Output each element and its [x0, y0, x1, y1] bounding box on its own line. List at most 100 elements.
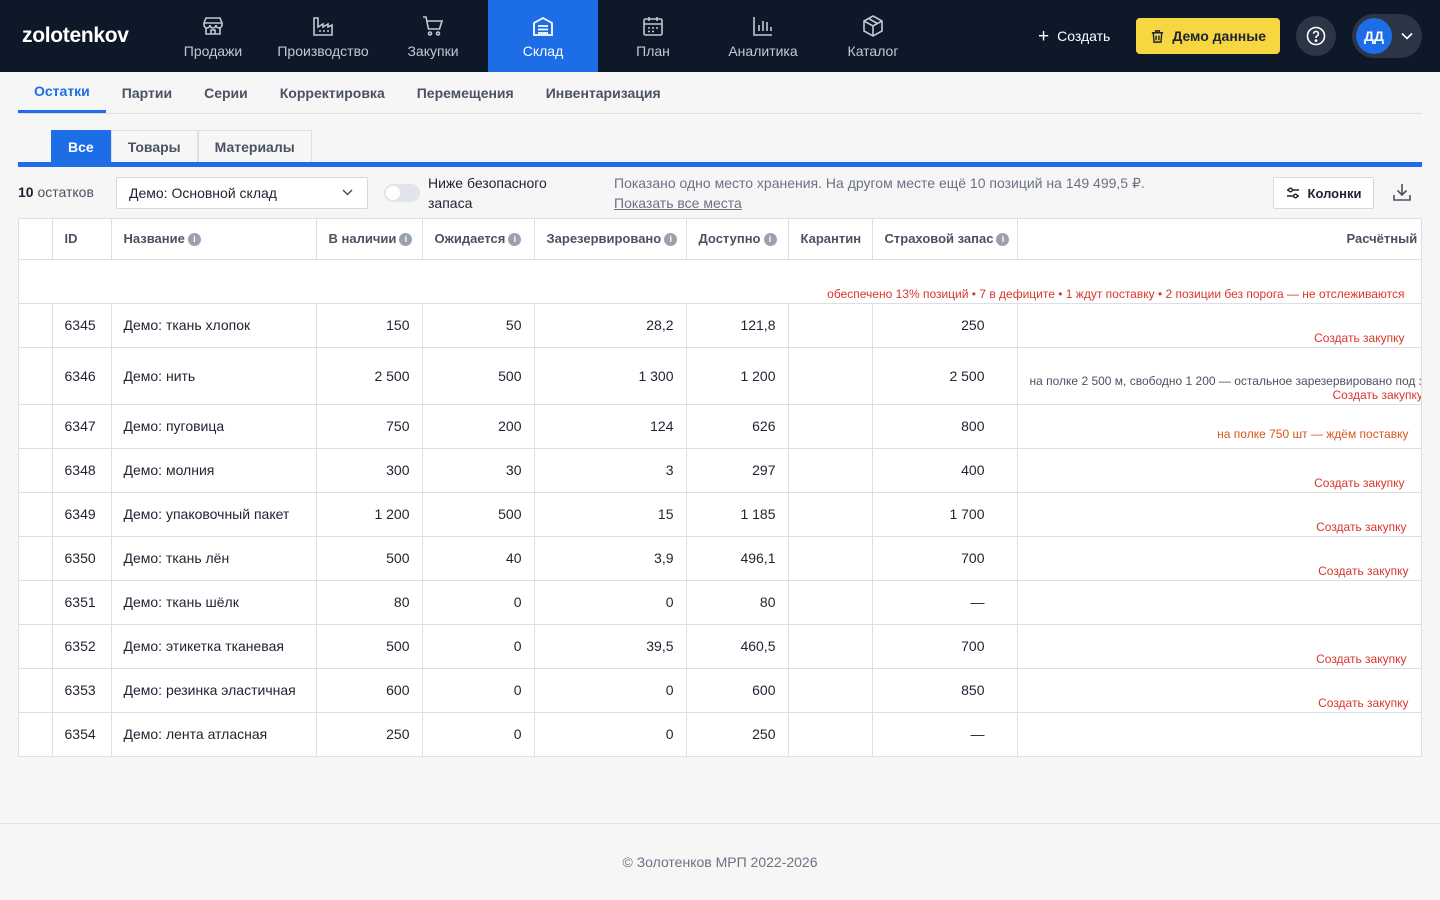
tab-series[interactable]: Серии: [204, 84, 248, 101]
demo-data-button[interactable]: Демо данные: [1136, 18, 1280, 54]
help-button[interactable]: [1296, 16, 1336, 56]
row-select-cell[interactable]: [19, 448, 53, 493]
below-safety-label: Ниже безопасного запаса: [428, 175, 547, 211]
cell-name[interactable]: Демо: упаковочный пакет: [111, 492, 317, 537]
segment-materials[interactable]: Материалы: [197, 130, 312, 162]
warehouse-select[interactable]: Демо: Основной склад: [116, 177, 368, 209]
cell-in-stock: 80: [316, 580, 423, 625]
cell-name[interactable]: Демо: ткань лён: [111, 536, 317, 581]
column-header-label: В наличии: [328, 231, 397, 247]
cell-reserved: 3: [534, 448, 687, 493]
column-header-expected[interactable]: Ожидается i: [422, 219, 535, 260]
table-row[interactable]: 6352 Демо: этикетка тканевая 500 0 39,5 460,5…: [19, 624, 1421, 669]
nav-item-purchases[interactable]: Закупки: [378, 0, 488, 72]
column-header-in-stock[interactable]: В наличии i: [316, 219, 423, 260]
row-select-cell[interactable]: [19, 536, 53, 581]
cell-name[interactable]: Демо: лента атласная: [111, 712, 317, 756]
cell-name[interactable]: Демо: молния: [111, 448, 317, 493]
cell-available: 626: [686, 404, 789, 449]
table-row[interactable]: 6350 Демо: ткань лён 500 40 3,9 496,1 700 Созда…: [19, 536, 1421, 581]
table-row[interactable]: 6349 Демо: упаковочный пакет 1 200 500 15 1 1…: [19, 492, 1421, 537]
nav-item-label: Аналитика: [728, 42, 798, 59]
info-icon[interactable]: i: [996, 233, 1010, 247]
create-purchase-link[interactable]: Создать закупку: [1318, 563, 1409, 578]
plus-icon: +: [1037, 25, 1050, 47]
app-logo[interactable]: zolotenkov: [22, 24, 129, 47]
cell-available: 121,8: [686, 303, 789, 348]
tab-batches[interactable]: Партии: [121, 84, 173, 101]
cell-expected: 0: [422, 668, 535, 713]
below-safety-toggle[interactable]: [384, 184, 420, 202]
row-select-cell[interactable]: [19, 668, 53, 713]
select-column-header[interactable]: [19, 219, 53, 260]
download-icon: [1393, 184, 1411, 201]
columns-button[interactable]: Колонки: [1273, 177, 1374, 209]
download-button[interactable]: [1392, 182, 1412, 207]
column-header-calculated[interactable]: Расчётный срок: [1017, 219, 1422, 260]
cell-name[interactable]: Демо: нить: [111, 347, 317, 405]
tab-transfers[interactable]: Перемещения: [416, 84, 514, 101]
create-purchase-link[interactable]: Создать закупку: [1316, 519, 1407, 534]
user-menu-button[interactable]: ДД: [1352, 14, 1422, 58]
column-header-safety-stock[interactable]: Страховой запас i: [872, 219, 1018, 260]
row-select-cell[interactable]: [19, 580, 53, 625]
row-select-cell[interactable]: [19, 624, 53, 669]
cell-id: 6346: [52, 347, 112, 405]
sliders-icon: [1286, 187, 1299, 199]
table-row[interactable]: 6345 Демо: ткань хлопок 150 50 28,2 121,8 250 С…: [19, 303, 1421, 348]
show-all-locations-link[interactable]: Показать все места: [614, 195, 742, 211]
info-icon[interactable]: i: [187, 233, 201, 247]
cell-name[interactable]: Демо: пуговица: [111, 404, 317, 449]
info-icon[interactable]: i: [399, 233, 413, 247]
row-select-cell[interactable]: [19, 404, 53, 449]
nav-item-sales[interactable]: Продажи: [158, 0, 268, 72]
cell-id: 6354: [52, 712, 112, 756]
table-row[interactable]: 6353 Демо: резинка эластичная 600 0 0 600 850 С…: [19, 668, 1421, 713]
column-header-available[interactable]: Доступно i: [686, 219, 789, 260]
table-row[interactable]: 6351 Демо: ткань шёлк 80 0 0 80—: [19, 580, 1421, 625]
cell-name[interactable]: Демо: резинка эластичная: [111, 668, 317, 713]
row-select-cell[interactable]: [19, 347, 53, 405]
create-button-label: Создать: [1057, 28, 1111, 44]
info-icon[interactable]: i: [508, 233, 522, 247]
column-header-id[interactable]: ID: [52, 219, 112, 260]
cell-id: 6348: [52, 448, 112, 493]
segment-products[interactable]: Товары: [110, 130, 198, 162]
info-icon[interactable]: i: [664, 233, 678, 247]
info-icon[interactable]: i: [763, 233, 777, 247]
row-select-cell[interactable]: [19, 303, 53, 348]
tab-stock[interactable]: Остатки: [18, 72, 106, 113]
column-header-quarantine[interactable]: Карантин: [788, 219, 873, 260]
table-row[interactable]: 6348 Демо: молния 300 30 3 297 400 Создать заку…: [19, 448, 1421, 493]
create-purchase-link[interactable]: Создать закупку: [1314, 475, 1405, 490]
store-icon: [203, 16, 223, 35]
create-purchase-link[interactable]: Создать закупку: [1332, 387, 1422, 402]
table-row[interactable]: 6347 Демо: пуговица 750 200 124 626 800 на полк…: [19, 404, 1421, 449]
create-purchase-link[interactable]: Создать закупку: [1314, 330, 1405, 345]
segment-all[interactable]: Все: [51, 130, 111, 162]
create-purchase-link[interactable]: Создать закупку: [1316, 651, 1407, 666]
nav-item-production[interactable]: Производство: [268, 0, 378, 72]
cell-reserved: 1 300: [534, 347, 687, 405]
create-purchase-link[interactable]: Создать закупку: [1318, 695, 1409, 710]
calc-warning: на полке 750 шт — ждём поставку: [1217, 427, 1409, 441]
nav-item-analytics[interactable]: Аналитика: [708, 0, 818, 72]
nav-item-catalog[interactable]: Каталог: [818, 0, 928, 72]
table-row[interactable]: 6354 Демо: лента атласная 250 0 0 250—: [19, 712, 1421, 756]
nav-item-plan[interactable]: План: [598, 0, 708, 72]
tab-adjustment[interactable]: Корректировка: [279, 84, 385, 101]
tab-inventory[interactable]: Инвентаризация: [545, 84, 661, 101]
cell-quarantine: [788, 404, 873, 449]
cell-name[interactable]: Демо: ткань шёлк: [111, 580, 317, 625]
row-select-cell[interactable]: [19, 492, 53, 537]
row-select-cell[interactable]: [19, 712, 53, 756]
column-header-label: Расчётный срок: [1346, 231, 1422, 247]
nav-item-warehouse[interactable]: Склад: [488, 0, 598, 72]
column-header-reserved[interactable]: Зарезервировано i: [534, 219, 687, 260]
column-header-name[interactable]: Название i: [111, 219, 317, 260]
cell-name[interactable]: Демо: этикетка тканевая: [111, 624, 317, 669]
cell-expected: 30: [422, 448, 535, 493]
create-button[interactable]: + Создать: [1038, 27, 1110, 46]
table-row[interactable]: 6346 Демо: нить 2 500 500 1 300 1 200 2 500 на …: [19, 347, 1422, 405]
cell-name[interactable]: Демо: ткань хлопок: [111, 303, 317, 348]
